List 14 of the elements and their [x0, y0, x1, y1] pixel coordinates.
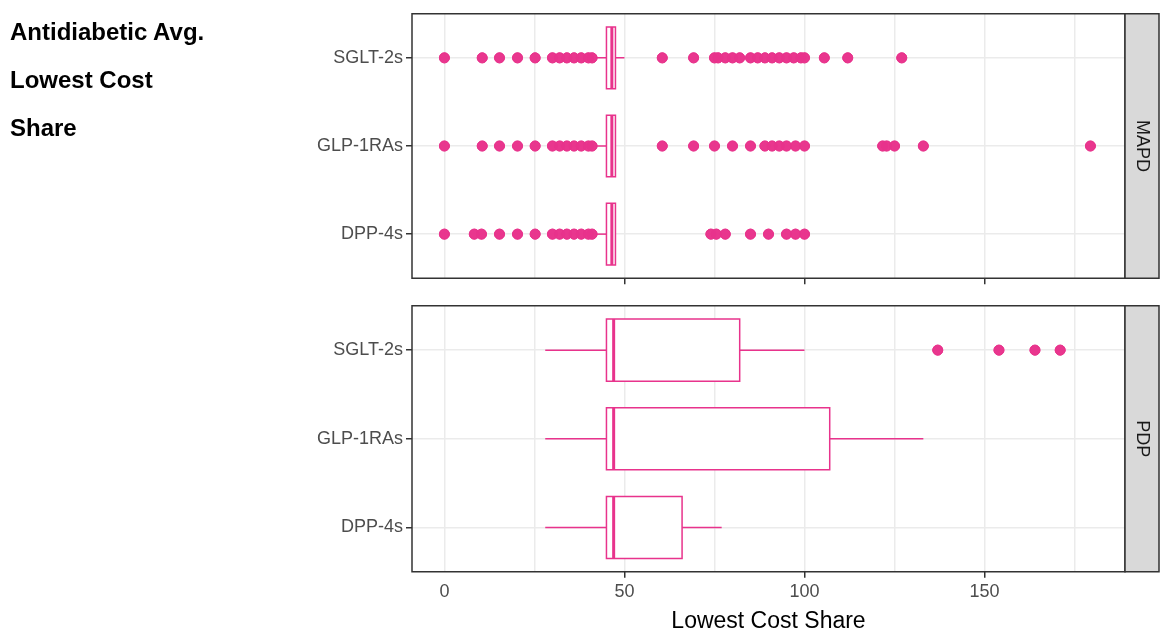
text: Antidiabetic Avg. Lowest Cost Share — [10, 17, 205, 143]
y-tick-label: GLP-1RAs — [316, 134, 403, 155]
y2-axis-title: PDP — [1133, 420, 1154, 458]
y-tick-label: GLP-1RAs — [316, 427, 403, 448]
x-tick-label: 0 — [439, 580, 450, 601]
x-axis-title: Lowest Cost Share — [671, 606, 866, 633]
y-tick-label: DPP-4s — [340, 516, 403, 537]
x-tick-label: 100 — [789, 580, 820, 601]
y-tick-label: SGLT-2s — [333, 339, 403, 360]
y2-axis-title: MAPD — [1133, 119, 1154, 173]
x-tick-label: 50 — [614, 580, 635, 601]
x-tick-label: 150 — [969, 580, 1000, 601]
y-tick-label: SGLT-2s — [333, 46, 403, 67]
y-tick-label: DPP-4s — [340, 223, 403, 244]
